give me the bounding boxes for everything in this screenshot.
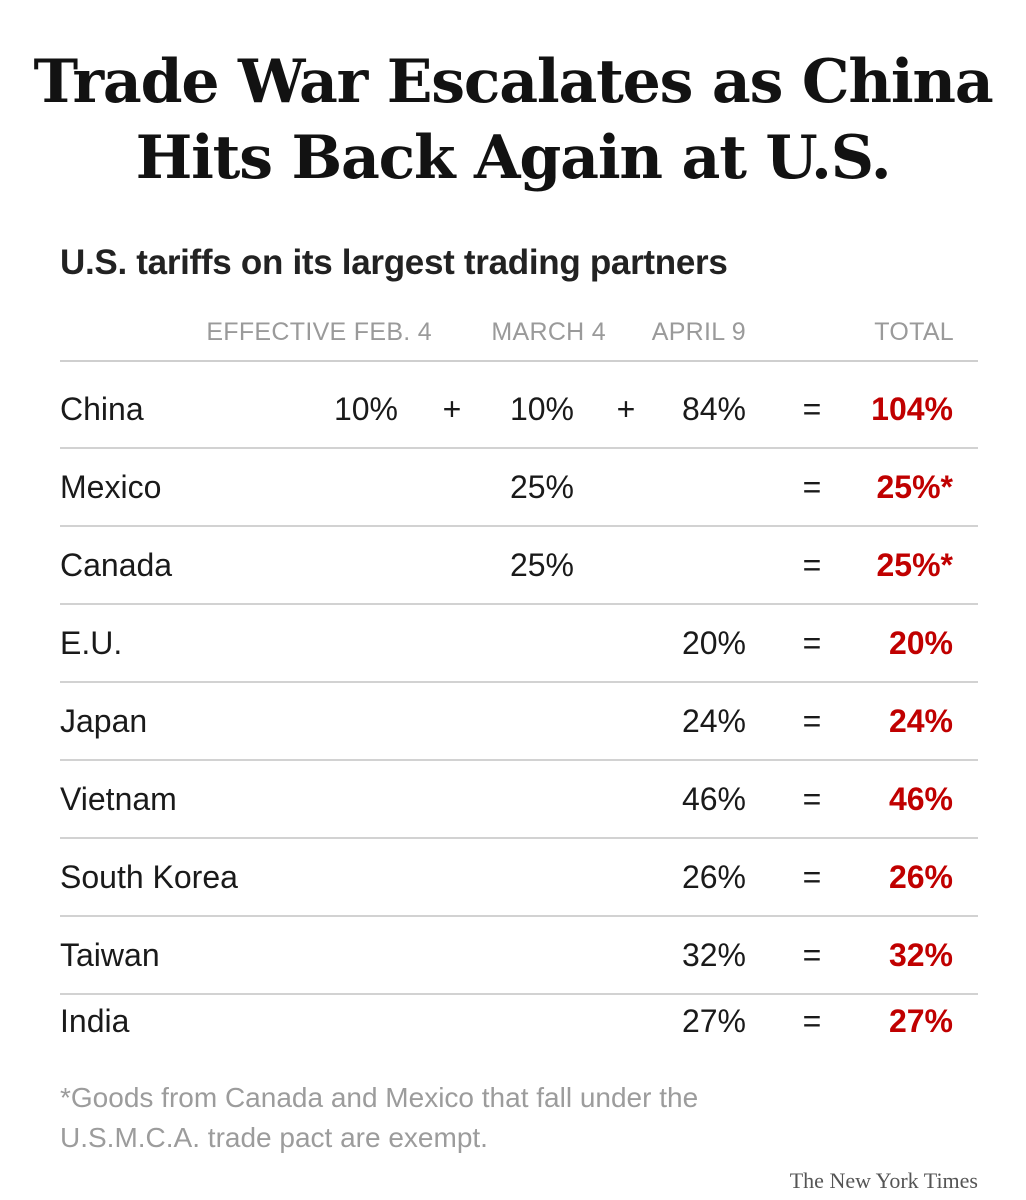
cell-april9: 32% (681, 937, 746, 973)
footnote-line-1: *Goods from Canada and Mexico that fall … (60, 1082, 699, 1113)
row-divider (60, 759, 978, 761)
footnote-line-2: U.S.M.C.A. trade pact are exempt. (60, 1122, 488, 1153)
operator-equals: = (802, 937, 822, 973)
cell-march4 (434, 982, 574, 1060)
cell-total: 32% (888, 937, 953, 973)
table-row: E.U. 20% = 20% (0, 604, 1026, 682)
footnote: *Goods from Canada and Mexico that fall … (60, 1078, 698, 1158)
operator-equals: = (802, 391, 822, 427)
cell-total: 46% (888, 781, 953, 817)
cell-march4: 10% (509, 391, 574, 427)
operator-equals: = (802, 1003, 822, 1039)
cell-feb4 (258, 838, 398, 916)
cell-total: 20% (888, 625, 953, 661)
cell-country: Canada (60, 547, 173, 583)
row-divider (60, 837, 978, 839)
cell-april9: 26% (681, 859, 746, 895)
cell-march4 (434, 682, 574, 760)
cell-country: Japan (60, 703, 148, 739)
column-header-total: TOTAL (874, 318, 954, 346)
cell-total: 25%* (876, 547, 954, 583)
credit: The New York Times (789, 1168, 978, 1193)
cell-march4 (434, 604, 574, 682)
table-row: Canada 25% = 25%* (0, 526, 1026, 604)
cell-total: 24% (888, 703, 953, 739)
operator-equals: = (802, 781, 822, 817)
cell-feb4 (258, 604, 398, 682)
row-divider (60, 603, 978, 605)
cell-feb4 (258, 448, 398, 526)
cell-march4: 25% (509, 547, 574, 583)
cell-march4 (434, 838, 574, 916)
operator-equals: = (802, 625, 822, 661)
cell-country: Mexico (60, 469, 162, 505)
table-row: Taiwan 32% = 32% (0, 916, 1026, 994)
cell-april9 (606, 448, 746, 526)
cell-country: South Korea (60, 859, 238, 895)
cell-country: E.U. (60, 625, 123, 661)
cell-march4 (434, 760, 574, 838)
operator-plus-2: + (616, 391, 636, 427)
operator-equals: = (802, 469, 822, 505)
cell-april9: 27% (681, 1003, 746, 1039)
operator-equals: = (802, 859, 822, 895)
cell-feb4: 10% (333, 391, 398, 427)
cell-april9: 20% (681, 625, 746, 661)
row-divider (60, 915, 978, 917)
cell-country: Taiwan (60, 937, 160, 973)
table-row: South Korea 26% = 26% (0, 838, 1026, 916)
cell-april9 (606, 526, 746, 604)
cell-feb4 (258, 526, 398, 604)
table-row: Mexico 25% = 25%* (0, 448, 1026, 526)
cell-total: 26% (888, 859, 953, 895)
operator-equals: = (802, 703, 822, 739)
column-header-feb4: EFFECTIVE FEB. 4 (206, 318, 432, 346)
column-header-april9: APRIL 9 (651, 318, 746, 346)
cell-feb4 (258, 760, 398, 838)
table-row: Vietnam 46% = 46% (0, 760, 1026, 838)
cell-april9: 46% (681, 781, 746, 817)
cell-country: India (60, 1003, 130, 1039)
row-divider (60, 447, 978, 449)
cell-april9: 24% (681, 703, 746, 739)
cell-feb4 (258, 682, 398, 760)
row-divider (60, 525, 978, 527)
header-rule (60, 360, 978, 362)
cell-country: China (60, 391, 144, 427)
table-row: Japan 24% = 24% (0, 682, 1026, 760)
column-header-march4: MARCH 4 (491, 318, 606, 346)
table-row: India 27% = 27% (0, 982, 1026, 1060)
table-row: China 10% +10% +84% = 104% (0, 370, 1026, 448)
table-title: U.S. tariffs on its largest trading part… (60, 243, 728, 282)
operator-equals: = (802, 547, 822, 583)
row-divider (60, 681, 978, 683)
cell-april9: 84% (681, 391, 746, 427)
cell-march4: 25% (509, 469, 574, 505)
cell-feb4 (258, 982, 398, 1060)
cell-total: 25%* (876, 469, 954, 505)
headline: Trade War Escalates as China Hits Back A… (0, 44, 1026, 196)
cell-country: Vietnam (60, 781, 177, 817)
cell-total: 27% (888, 1003, 953, 1039)
headline-line-2: Hits Back Again at U.S. (135, 123, 892, 193)
headline-line-1: Trade War Escalates as China (33, 47, 993, 117)
operator-plus-1: + (442, 391, 462, 427)
row-divider (60, 993, 978, 995)
cell-total: 104% (871, 391, 953, 427)
